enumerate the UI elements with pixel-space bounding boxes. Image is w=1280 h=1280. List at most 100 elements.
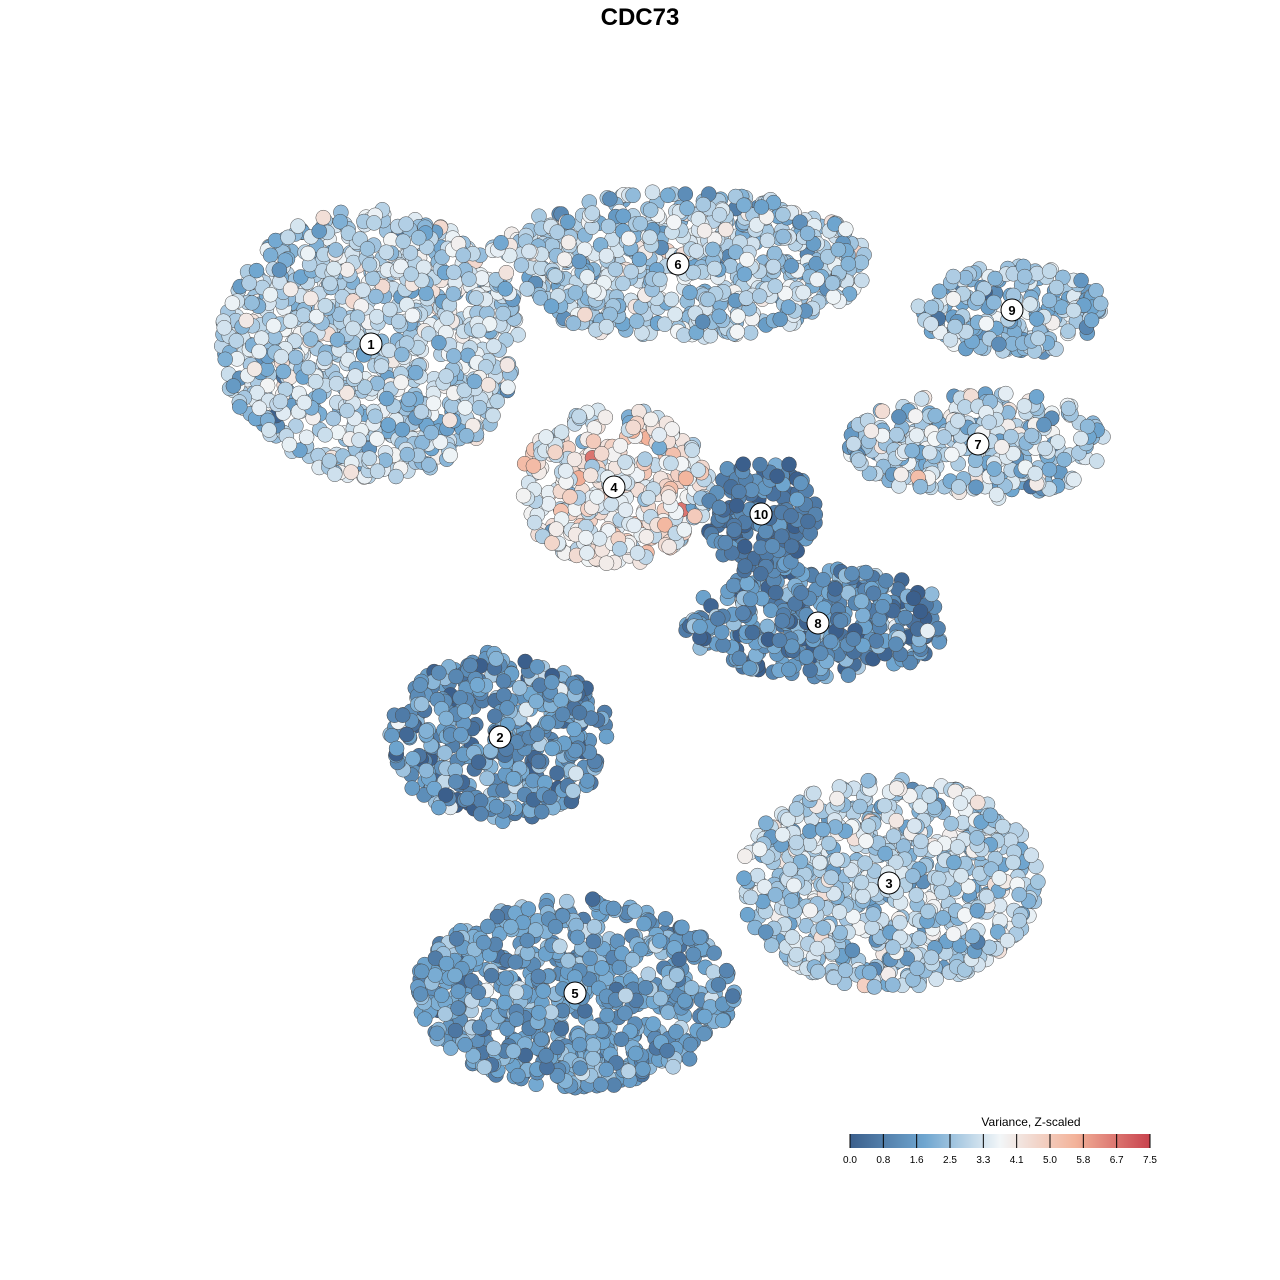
cell-point (241, 275, 257, 291)
cell-point (445, 348, 462, 364)
cell-point (1011, 886, 1027, 903)
cell-point (651, 933, 668, 949)
cell-point (726, 522, 742, 538)
legend-tick-label: 3.3 (976, 1155, 990, 1166)
cell-point (345, 320, 361, 337)
cell-point (893, 466, 909, 483)
cell-point (625, 419, 641, 436)
cell-point (912, 478, 929, 495)
cell-point (851, 452, 867, 468)
cell-point (981, 414, 997, 431)
cell-point (328, 375, 345, 392)
cell-point (577, 1003, 593, 1019)
cell-point (399, 726, 415, 743)
cell-point (359, 241, 376, 257)
cell-point (275, 363, 292, 380)
cell-point (586, 919, 603, 935)
cell-point (568, 765, 584, 782)
cell-point (565, 783, 581, 799)
cell-point (637, 451, 653, 467)
cell-point (470, 984, 487, 1001)
cell-point (611, 541, 628, 557)
cell-point (1041, 461, 1058, 478)
cell-point (789, 491, 805, 508)
cell-point (393, 374, 409, 390)
cell-point (878, 573, 894, 589)
cell-point (519, 281, 535, 297)
cell-point (845, 436, 862, 452)
cell-point (969, 902, 986, 919)
cell-point (663, 455, 679, 472)
cell-point (533, 1031, 550, 1048)
cell-point (657, 911, 674, 927)
cell-point (272, 393, 289, 410)
cell-point (739, 251, 755, 268)
legend-tick-label: 4.1 (1010, 1155, 1024, 1166)
cell-point (489, 393, 505, 409)
cell-point (530, 753, 547, 770)
cell-point (909, 960, 925, 977)
cell-point (329, 332, 346, 348)
cluster-label-text: 9 (1008, 303, 1015, 318)
cell-point (472, 793, 489, 809)
cell-point (547, 919, 564, 935)
cell-point (920, 903, 936, 920)
cell-point (413, 963, 430, 980)
cell-point (799, 225, 816, 242)
cell-point (228, 333, 245, 349)
cell-point (1029, 311, 1045, 327)
cell-point (1005, 854, 1021, 871)
cell-point (538, 429, 554, 445)
cell-point (431, 665, 447, 681)
cell-point (1089, 453, 1105, 469)
cell-point (593, 1076, 609, 1093)
cell-point (783, 258, 799, 274)
cell-point (560, 214, 576, 230)
cell-point (888, 812, 905, 829)
cell-point (853, 254, 870, 271)
cell-point (837, 962, 854, 978)
cluster-label-text: 8 (814, 616, 821, 631)
cell-point (930, 870, 947, 887)
cell-point (559, 893, 575, 910)
cell-point (438, 368, 454, 384)
cell-point (432, 434, 449, 450)
cell-point (928, 971, 944, 987)
cell-point (806, 785, 822, 802)
cell-point (800, 513, 816, 530)
cell-point (810, 963, 826, 980)
cell-point (368, 288, 384, 305)
cell-point (455, 247, 471, 263)
cell-point (766, 245, 783, 262)
cell-point (361, 450, 378, 466)
cell-point (568, 679, 585, 695)
cell-point (505, 770, 522, 787)
cell-point (767, 278, 783, 294)
cell-point (617, 502, 634, 518)
cell-point (579, 269, 595, 285)
cell-point (1037, 440, 1053, 457)
cell-point (1023, 847, 1039, 863)
cell-point (567, 742, 584, 759)
cell-point (1022, 296, 1038, 312)
cell-point (771, 632, 788, 649)
legend-tick-label: 0.8 (876, 1155, 890, 1166)
cell-point (706, 260, 723, 277)
cell-point (783, 508, 799, 524)
cell-point (742, 325, 759, 341)
cell-point (413, 696, 430, 712)
cell-point (579, 545, 595, 561)
cell-point (737, 538, 753, 555)
cell-point (666, 214, 682, 230)
cell-point (591, 531, 608, 547)
cell-point (542, 789, 558, 806)
cell-point (447, 773, 464, 790)
cell-point (603, 496, 619, 512)
legend-title: Variance, Z-scaled (981, 1115, 1080, 1129)
cell-point (281, 436, 298, 453)
cell-point (311, 388, 328, 404)
cell-point (427, 967, 443, 983)
cell-point (468, 290, 484, 306)
cell-point (969, 830, 985, 846)
